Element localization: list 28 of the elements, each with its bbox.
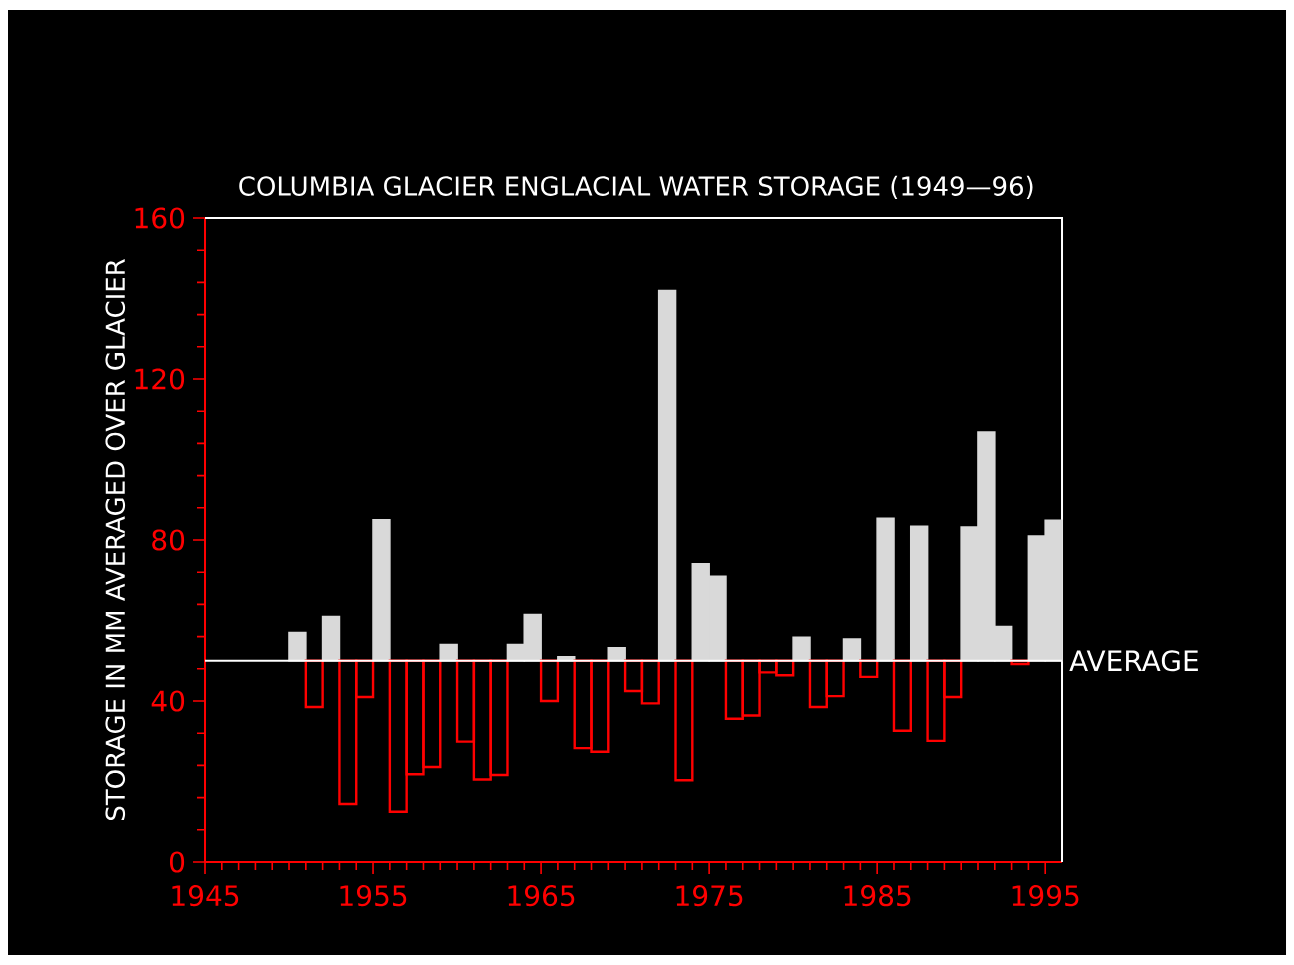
bar: [842, 638, 862, 662]
y-tick-label: 40: [151, 690, 185, 712]
bar: [876, 517, 895, 662]
y-tick-label: 120: [135, 368, 185, 390]
x-tick-label: 1975: [676, 885, 743, 907]
bar: [657, 289, 677, 662]
y-tick-label: 160: [135, 207, 185, 229]
ref-line-label: AVERAGE: [1069, 650, 1198, 672]
bar: [439, 643, 458, 662]
bar: [792, 636, 811, 662]
x-tick-label: 1965: [508, 885, 575, 907]
chart-title: COLUMBIA GLACIER ENGLACIAL WATER STORAGE (1949—96): [239, 175, 1033, 199]
x-tick-label: 1945: [172, 885, 239, 907]
bar: [539, 659, 560, 703]
bar: [321, 615, 341, 662]
bar: [304, 659, 324, 709]
bar: [372, 519, 391, 662]
bar: [288, 631, 307, 662]
x-tick-label: 1985: [844, 885, 911, 907]
y-axis-title: STORAGE IN MM AVERAGED OVER GLACIER: [105, 258, 126, 821]
bar: [674, 659, 694, 782]
bar: [892, 659, 912, 732]
y-tick-label: 80: [152, 529, 185, 551]
x-tick-label: 1955: [340, 885, 407, 907]
bar: [909, 525, 929, 662]
x-tick-label: 1995: [1012, 885, 1079, 907]
y-tick-label: 0: [169, 851, 185, 873]
bar: [1010, 659, 1030, 666]
